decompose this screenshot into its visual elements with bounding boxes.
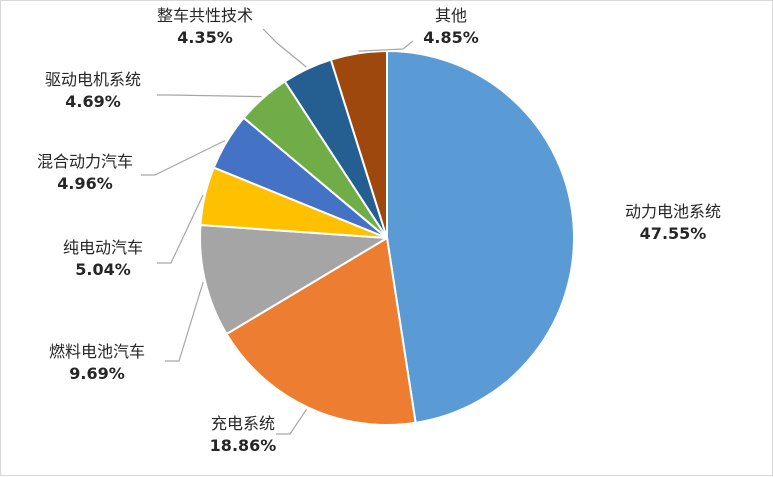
slice-category-label: 燃料电池汽车	[49, 342, 145, 361]
slice-category-label: 充电系统	[211, 414, 275, 433]
leader-line	[276, 408, 308, 435]
leader-line	[157, 94, 262, 98]
slice-percent-label: 4.69%	[65, 92, 121, 111]
slice-percent-label: 9.69%	[69, 364, 125, 383]
slice-percent-label: 18.86%	[210, 436, 277, 455]
leader-line	[358, 40, 414, 52]
slice-category-label: 其他	[435, 6, 467, 25]
pie-slice	[329, 50, 388, 239]
pie-slice	[199, 224, 388, 336]
slice-category-label: 整车共性技术	[157, 6, 253, 25]
slice-percent-label: 4.35%	[177, 28, 233, 47]
leader-line	[157, 195, 204, 264]
slice-category-label: 驱动电机系统	[45, 70, 141, 89]
slice-category-label: 混合动力汽车	[37, 152, 133, 171]
leader-line	[262, 28, 307, 68]
leader-line	[141, 139, 226, 176]
slice-percent-label: 4.96%	[57, 174, 113, 193]
pie-slices	[199, 50, 575, 426]
pie-slice	[225, 237, 417, 426]
slice-category-label: 动力电池系统	[625, 202, 721, 221]
pie-slice	[386, 50, 575, 424]
slice-category-label: 纯电动汽车	[63, 238, 143, 257]
slice-percent-label: 5.04%	[75, 260, 131, 279]
leader-line	[165, 281, 204, 362]
slice-percent-label: 47.55%	[640, 224, 707, 243]
data-labels: 动力电池系统 47.55% 充电系统 18.86% 燃料电池汽车 9.69% 纯电动汽车 5.…	[37, 6, 721, 455]
leader-lines	[141, 28, 414, 435]
slice-percent-label: 4.85%	[423, 28, 479, 47]
